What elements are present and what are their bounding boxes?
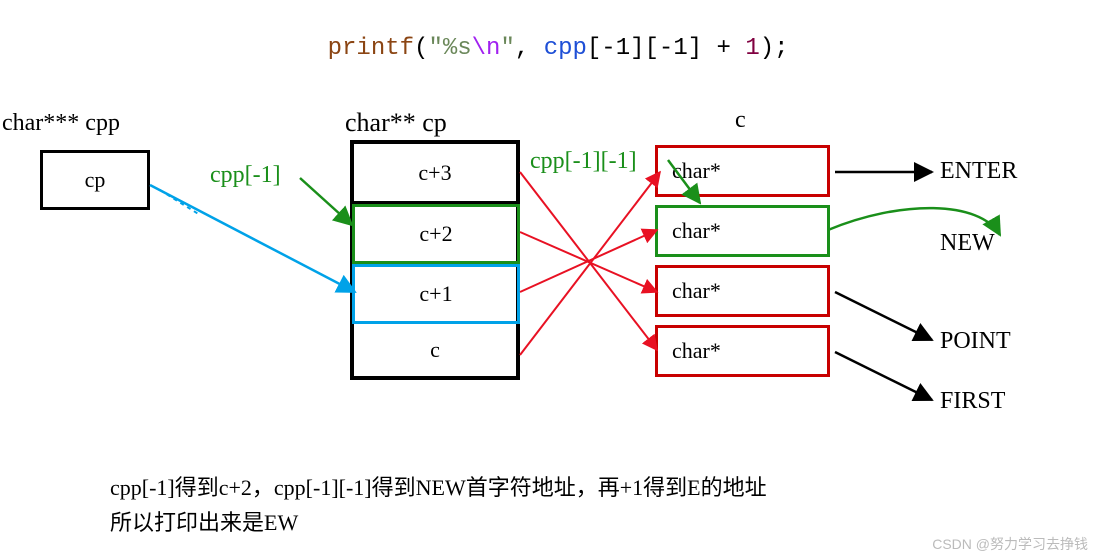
- str-first: FIRST: [940, 388, 1005, 415]
- annot-cpp-m1: cpp[-1]: [210, 162, 281, 189]
- code-idx: [-1][-1]: [587, 35, 702, 62]
- cp-array: c+3 c+2 c+1 c: [350, 140, 520, 380]
- code-q1: ": [428, 35, 442, 62]
- c-row-1-label: char*: [672, 218, 721, 244]
- str-point: POINT: [940, 328, 1011, 355]
- c-row-1: char*: [655, 205, 830, 257]
- cpp-box-label: cp: [85, 167, 106, 193]
- c-row-2: char*: [655, 265, 830, 317]
- arrow-c2-point: [520, 232, 657, 292]
- cp-row-1: c+2: [352, 204, 520, 264]
- code-close: );: [760, 35, 789, 62]
- diagram-stage: printf("%s\n", cpp[-1][-1] + 1); char***…: [0, 0, 1100, 560]
- arrow-c1-new: [520, 230, 657, 292]
- cp-title: char** cp: [345, 108, 447, 138]
- cp-row-2: c+1: [352, 264, 520, 324]
- arrow-c-enter: [520, 172, 660, 355]
- c-row-0-label: char*: [672, 158, 721, 184]
- code-one: 1: [745, 35, 759, 62]
- watermark: CSDN @努力学习去挣钱: [932, 534, 1088, 554]
- c-row-2-label: char*: [672, 278, 721, 304]
- cp-row-1-label: c+2: [419, 221, 452, 247]
- note-line1: cpp[-1]得到c+2，cpp[-1][-1]得到NEW首字符地址，再+1得到…: [110, 470, 767, 505]
- cpp-title: char*** cpp: [2, 110, 120, 137]
- c-array: char* char* char* char*: [655, 145, 830, 385]
- cp-row-3-label: c: [430, 337, 440, 363]
- note: cpp[-1]得到c+2，cpp[-1][-1]得到NEW首字符地址，再+1得到…: [110, 470, 767, 540]
- arrow-c3-first: [520, 172, 657, 350]
- annot-cpp-m1-m1: cpp[-1][-1]: [530, 148, 637, 175]
- arrow-cpp-to-cp: [150, 185, 355, 292]
- cp-row-2-label: c+1: [419, 281, 452, 307]
- c-title: c: [735, 107, 746, 134]
- code-esc: \n: [472, 35, 501, 62]
- code-comma: ,: [515, 35, 544, 62]
- arrow-cpp-m1: [300, 178, 352, 225]
- code-fn: printf: [328, 35, 414, 62]
- code-fmt: %s: [443, 35, 472, 62]
- note-line2: 所以打印出来是EW: [110, 505, 767, 540]
- c-row-3-label: char*: [672, 338, 721, 364]
- code-var: cpp: [544, 35, 587, 62]
- code-plus: +: [702, 35, 745, 62]
- c-row-3: char*: [655, 325, 830, 377]
- arrow-charp-point: [835, 292, 932, 340]
- code-open: (: [414, 35, 428, 62]
- cp-row-0: c+3: [354, 144, 516, 204]
- str-new: NEW: [940, 230, 995, 257]
- arrow-charp-first: [835, 352, 932, 400]
- cpp-box: cp: [40, 150, 150, 210]
- c-row-0: char*: [655, 145, 830, 197]
- cp-row-0-label: c+3: [418, 160, 451, 186]
- cp-row-3: c: [354, 324, 516, 376]
- code-line: printf("%s\n", cpp[-1][-1] + 1);: [270, 8, 789, 89]
- arrow-cpp-dash: [160, 190, 200, 215]
- code-q2: ": [500, 35, 514, 62]
- str-enter: ENTER: [940, 158, 1017, 185]
